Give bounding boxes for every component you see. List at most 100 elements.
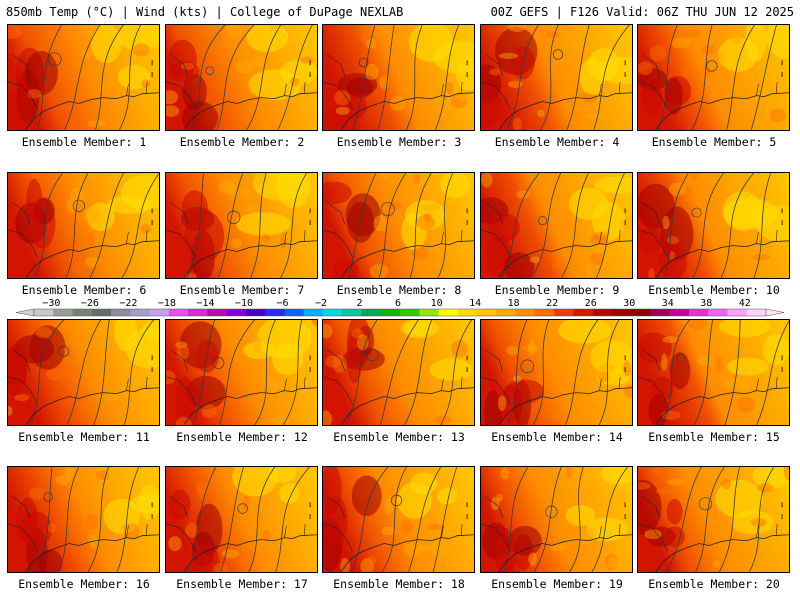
isotherm-contour [718,467,740,572]
temperature-mottling [662,215,670,230]
temperature-mottling [550,543,567,552]
cool-region [252,173,307,201]
warm-anomaly-region [638,226,663,254]
temperature-mottling [86,232,95,247]
isotherm-contour [404,320,433,425]
temperature-mottling [45,368,64,381]
ensemble-member-label: Ensemble Member: 2 [179,135,305,149]
closed-contour [72,199,85,212]
cool-region [129,493,159,514]
colorbar-swatch [380,309,401,316]
temperature-mottling [78,396,87,411]
isotherm-contour [190,25,226,130]
temperature-mottling [497,395,507,411]
closed-contour [691,207,702,218]
isotherm-contour [33,173,64,278]
temperature-mottling [261,233,270,242]
cool-region [279,483,300,504]
temperature-mottling [246,204,257,214]
closed-contour [43,492,53,502]
temperature-mottling [323,324,333,339]
temperature-mottling [71,259,87,275]
colorbar-swatch [149,309,170,316]
temperature-mottling [312,320,317,327]
isotherm-contour [350,467,389,572]
colorbar-tick-label: 10 [431,298,443,309]
warm-anomaly-region [638,332,672,363]
cool-region [440,173,470,199]
isotherm-contour [216,25,255,130]
ensemble-member-label: Ensemble Member: 17 [176,577,308,591]
colorbar-swatch [592,309,613,316]
ensemble-member-label: Ensemble Member: 20 [648,577,780,591]
ensemble-member-label: Ensemble Member: 4 [494,135,620,149]
temperature-mottling [27,88,42,99]
colorbar-swatch [322,309,343,316]
coastline [340,92,474,130]
temperature-mottling [586,263,593,278]
colorbar-tick-label: 22 [546,298,558,309]
temperature-mottling [365,38,377,49]
ensemble-map-panel [322,466,475,573]
temperature-mottling [381,526,397,536]
isotherm-contour [352,25,376,130]
cool-region [718,37,758,72]
ensemble-member-label: Ensemble Member: 9 [494,283,620,297]
colorbar-swatch [515,309,536,316]
temperature-mottling [652,467,660,477]
temperature-mottling [715,356,723,372]
state-borders [638,54,778,110]
coastline [25,92,159,130]
temperature-mottling [500,467,510,480]
temperature-mottling [262,529,271,541]
temperature-mottling [70,187,85,203]
temperature-mottling [252,173,267,185]
ensemble-member-label: Ensemble Member: 18 [333,577,465,591]
colorbar-swatch [573,309,593,316]
temperature-mottling [661,353,668,371]
isotherm-contour [756,320,789,425]
ensemble-map-panel [322,172,475,279]
ensemble-member-label: Ensemble Member: 3 [336,135,462,149]
temperature-mottling [750,518,767,527]
cool-region [401,212,427,251]
temperature-mottling [736,396,756,413]
temperature-mottling [716,52,725,68]
state-borders [481,349,621,405]
temperature-mottling [185,522,199,538]
colorbar-swatch [72,309,93,316]
temperature-mottling [537,109,545,118]
cool-region [565,505,596,527]
temperature-field-map [323,173,474,278]
temperature-mottling [104,392,120,401]
warm-anomaly-region [504,379,545,404]
state-borders [8,496,148,552]
colorbar-swatch [168,309,189,316]
coastline [498,92,632,130]
warm-anomaly-region [184,210,225,263]
isotherm-contour [66,320,101,425]
temperature-mottling [649,45,667,62]
temperature-field-map [166,320,317,425]
coastline [183,534,317,572]
colorbar-swatch [303,309,324,316]
state-borders [323,54,463,110]
temperature-mottling [360,558,374,572]
temperature-mottling [589,252,605,265]
temperature-mottling [768,242,780,258]
temperature-mottling [578,95,585,103]
temperature-mottling [528,338,536,356]
isotherm-contour [405,25,423,130]
temperature-field-map [8,25,159,130]
temperature-mottling [235,60,255,74]
colorbar-swatch [342,309,362,316]
coastline [498,240,632,278]
temperature-mottling [528,552,537,566]
isotherm-contour [693,320,714,425]
temperature-mottling [239,188,250,196]
temperature-mottling [680,65,694,77]
temperature-mottling [227,25,242,39]
coastline [25,534,159,572]
isotherm-contour [64,25,101,130]
warm-anomaly-region [38,549,63,572]
